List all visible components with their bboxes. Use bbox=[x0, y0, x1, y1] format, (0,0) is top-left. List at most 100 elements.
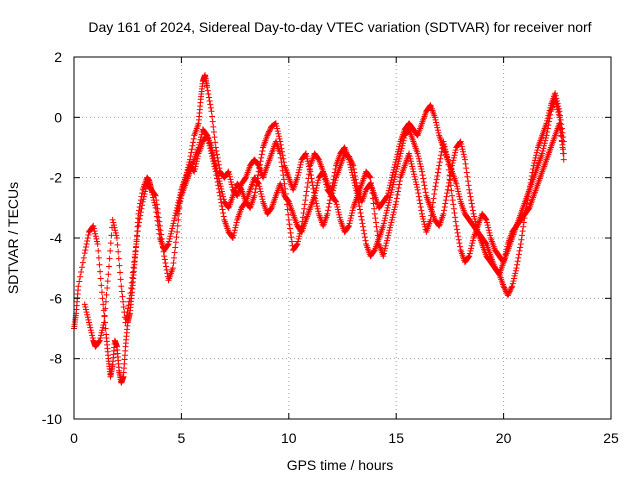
data-point bbox=[276, 135, 283, 142]
data-point bbox=[256, 165, 263, 172]
data-point bbox=[131, 253, 138, 260]
data-point bbox=[445, 179, 452, 186]
data-point bbox=[213, 147, 220, 154]
data-point bbox=[171, 215, 178, 222]
data-point bbox=[162, 259, 169, 266]
data-point bbox=[209, 113, 216, 120]
data-point bbox=[382, 242, 389, 249]
data-point bbox=[212, 139, 219, 146]
data-point bbox=[454, 185, 461, 192]
data-point bbox=[209, 149, 216, 156]
data-point bbox=[385, 202, 392, 209]
data-point bbox=[96, 261, 103, 268]
data-point bbox=[541, 140, 548, 147]
data-point bbox=[380, 220, 387, 227]
data-point bbox=[418, 207, 425, 214]
data-point bbox=[190, 139, 197, 146]
data-point bbox=[540, 145, 547, 152]
data-point bbox=[441, 203, 448, 210]
data-point bbox=[210, 152, 217, 159]
data-point bbox=[347, 215, 354, 222]
data-point bbox=[483, 216, 490, 223]
data-point bbox=[258, 193, 265, 200]
data-point bbox=[174, 210, 181, 217]
data-point bbox=[257, 188, 264, 195]
data-point bbox=[396, 181, 403, 188]
data-point bbox=[459, 146, 466, 153]
data-point bbox=[346, 220, 353, 227]
data-point bbox=[387, 191, 394, 198]
data-point bbox=[366, 173, 373, 180]
data-point bbox=[471, 216, 478, 223]
data-point bbox=[441, 141, 448, 148]
data-point bbox=[198, 134, 205, 141]
data-point bbox=[216, 178, 223, 185]
data-point bbox=[443, 151, 450, 158]
data-point bbox=[298, 159, 305, 166]
data-point bbox=[123, 312, 130, 319]
data-point bbox=[384, 204, 391, 211]
data-point bbox=[297, 161, 304, 168]
data-point bbox=[420, 218, 427, 225]
data-point bbox=[163, 266, 170, 273]
data-point bbox=[105, 263, 112, 270]
data-point bbox=[345, 223, 352, 230]
y-tick-label: -6 bbox=[50, 290, 63, 306]
data-point bbox=[101, 312, 108, 319]
data-point bbox=[503, 246, 510, 253]
data-point bbox=[559, 141, 566, 148]
data-point bbox=[277, 141, 284, 148]
data-point bbox=[555, 109, 562, 116]
data-point bbox=[128, 279, 135, 286]
data-point bbox=[484, 222, 491, 229]
data-point bbox=[213, 167, 220, 174]
data-point bbox=[458, 143, 465, 150]
data-point bbox=[335, 209, 342, 216]
data-point bbox=[213, 151, 220, 158]
data-point bbox=[552, 96, 559, 103]
data-point bbox=[312, 197, 319, 204]
data-point bbox=[396, 153, 403, 160]
data-point bbox=[387, 222, 394, 229]
data-point bbox=[371, 205, 378, 212]
data-point bbox=[558, 133, 565, 140]
data-point bbox=[169, 222, 176, 229]
data-point bbox=[123, 316, 130, 323]
data-point bbox=[400, 137, 407, 144]
data-point bbox=[532, 154, 539, 161]
data-point bbox=[516, 247, 523, 254]
data-point bbox=[554, 106, 561, 113]
data-point bbox=[371, 210, 378, 217]
data-point bbox=[136, 219, 143, 226]
data-point bbox=[156, 230, 163, 237]
data-point bbox=[546, 118, 553, 125]
data-point bbox=[452, 214, 459, 221]
data-point bbox=[412, 176, 419, 183]
data-point bbox=[433, 119, 440, 126]
data-point bbox=[177, 197, 184, 204]
data-point bbox=[367, 174, 374, 181]
data-point bbox=[280, 172, 287, 179]
data-point bbox=[304, 155, 311, 162]
data-point bbox=[218, 203, 225, 210]
data-point bbox=[301, 205, 308, 212]
data-point bbox=[514, 258, 521, 265]
data-point bbox=[383, 240, 390, 247]
data-point bbox=[457, 138, 464, 145]
data-point bbox=[360, 223, 367, 230]
data-point bbox=[98, 329, 105, 336]
data-point bbox=[409, 163, 416, 170]
data-point bbox=[520, 223, 527, 230]
data-point bbox=[450, 205, 457, 212]
data-point bbox=[327, 193, 334, 200]
data-point bbox=[170, 220, 177, 227]
data-point bbox=[212, 162, 219, 169]
data-point bbox=[98, 282, 105, 289]
data-point bbox=[175, 203, 182, 210]
data-point bbox=[226, 173, 233, 180]
data-point bbox=[329, 183, 336, 190]
data-point bbox=[466, 253, 473, 260]
data-point bbox=[349, 172, 356, 179]
x-axis-label: GPS time / hours bbox=[287, 457, 394, 473]
data-point bbox=[242, 175, 249, 182]
